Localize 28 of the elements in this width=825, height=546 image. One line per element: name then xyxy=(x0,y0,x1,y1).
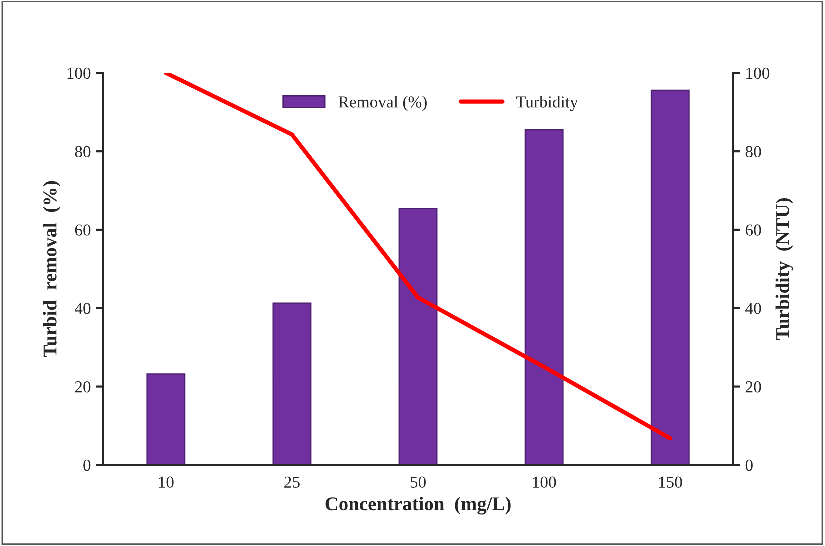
y2-tick-label: 0 xyxy=(746,460,753,472)
legend-label: Turbidity xyxy=(516,96,578,112)
x-tick-label: 10 xyxy=(159,476,174,488)
y2-axis-title: Turbidity (NTU) xyxy=(776,198,794,340)
line-series xyxy=(164,73,672,441)
bar xyxy=(524,129,564,466)
bar xyxy=(650,90,690,466)
x-tick-label: 100 xyxy=(533,476,556,488)
y-tick-label: 80 xyxy=(75,146,91,158)
x-tick-label: 150 xyxy=(659,476,682,488)
y2-tick-label: 60 xyxy=(746,224,762,236)
y-tick-label: 40 xyxy=(74,303,91,314)
y2-tick-label: 80 xyxy=(746,146,762,158)
y2-tick-label: 20 xyxy=(746,381,762,393)
y2-tick-label: 100 xyxy=(746,68,770,80)
bar xyxy=(398,208,438,466)
y-tick-label: 60 xyxy=(75,224,91,236)
bar xyxy=(146,374,186,466)
y-axis-title: Turbid removal (%) xyxy=(43,181,61,358)
legend-label: Removal (%) xyxy=(338,96,427,112)
x-tick-label: 50 xyxy=(410,476,426,488)
x-axis-title: Concentration (mg/L) xyxy=(326,496,511,515)
x-tick-label: 25 xyxy=(284,476,300,488)
y2-tick-label: 40 xyxy=(746,303,762,314)
y-tick-label: 0 xyxy=(84,460,91,472)
y-tick-label: 100 xyxy=(68,68,91,80)
y-tick-label: 20 xyxy=(75,381,91,393)
bar xyxy=(272,302,312,466)
